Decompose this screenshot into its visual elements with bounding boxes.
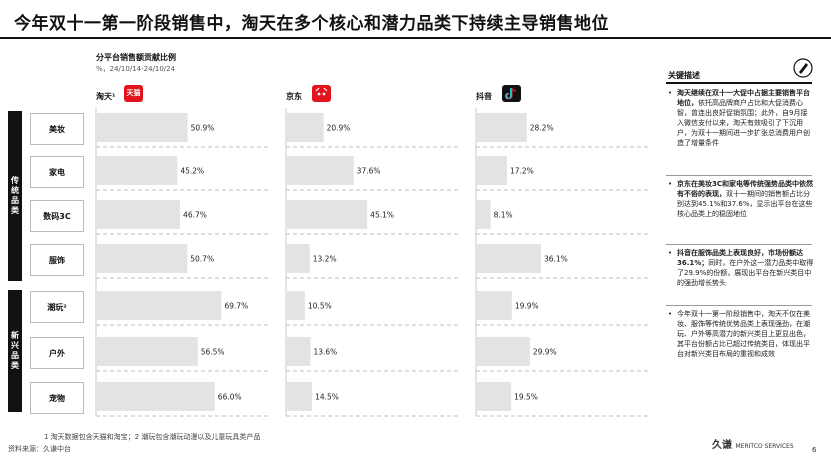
sidebar-title: 关键描述: [668, 71, 700, 80]
data-label: 13.2%: [313, 255, 337, 264]
bar: [476, 200, 491, 229]
data-label: 50.9%: [191, 124, 215, 133]
footnote: 1 淘天数据包含天猫和淘宝；2 潮玩包含潮玩动漫以及儿童玩具类产品: [44, 433, 261, 441]
bar: [96, 337, 198, 366]
brand-logo: 久谦 MERITCO SERVICES: [712, 440, 794, 451]
source-note: 资料来源：久谦中台: [8, 445, 71, 453]
bar: [286, 382, 313, 411]
bar: [96, 382, 215, 411]
chart-subtitle: 分平台销售额贡献比例: [96, 53, 176, 62]
data-label: 46.7%: [183, 211, 207, 220]
bar: [286, 291, 305, 320]
bar: [96, 200, 181, 229]
category-label: 家电: [30, 156, 84, 188]
pen-icon: [793, 58, 813, 78]
sidebar-separator: [666, 244, 812, 245]
tmall-logo-icon: 天猫: [124, 85, 143, 102]
bar: [286, 156, 354, 185]
chart-subnote: %，24/10/14-24/10/24: [96, 65, 176, 73]
bar: [96, 244, 188, 273]
data-label: 69.7%: [224, 302, 248, 311]
data-label: 13.6%: [313, 348, 337, 357]
platform-label-jd: 京东: [286, 92, 302, 101]
sidebar-bullet: • 抖音在服饰品类上表现良好，市场份额达36.1%；同时，在户外这一潜力品类中取得…: [668, 249, 814, 287]
platform-label-douyin: 抖音: [476, 92, 492, 101]
data-label: 28.2%: [530, 124, 554, 133]
data-label: 37.6%: [357, 167, 381, 176]
data-label: 14.5%: [315, 393, 339, 402]
data-label: 45.1%: [370, 211, 394, 220]
bar: [286, 113, 324, 142]
category-label: 宠物: [30, 382, 84, 414]
bar: [476, 113, 527, 142]
data-label: 8.1%: [494, 211, 513, 220]
category-label: 户外: [30, 337, 84, 369]
data-label: 17.2%: [510, 167, 534, 176]
title-rule: [0, 37, 831, 39]
sidebar-separator: [666, 175, 812, 176]
platform-label-taotian: 淘天¹: [96, 92, 116, 101]
bar: [476, 156, 507, 185]
sidebar-rule: [666, 82, 812, 84]
category-label: 服饰: [30, 244, 84, 276]
bar: [96, 113, 188, 142]
jd-logo-icon: [312, 85, 331, 102]
douyin-logo-icon: [502, 85, 521, 102]
data-label: 56.5%: [201, 348, 225, 357]
sidebar-bullet: • 京东在美妆3C和家电等传统强势品类中依然有不俗的表现，双十一期间的销售额占比分…: [668, 180, 814, 218]
sidebar-bullet: • 今年双十一第一阶段销售中，淘天不仅在美妆、服饰等传统优势品类上表现强劲，在潮玩…: [668, 310, 810, 358]
data-label: 29.9%: [533, 348, 557, 357]
category-label: 潮玩²: [30, 291, 84, 323]
sidebar-bullet: • 淘天继续在双十一大促中占据主要销售平台地位，依托高品牌商户占比和大促消费心智，…: [668, 89, 810, 147]
bar: [286, 244, 310, 273]
category-label: 美妆: [30, 113, 84, 145]
data-label: 19.9%: [515, 302, 539, 311]
bar: [476, 244, 541, 273]
data-label: 45.2%: [180, 167, 204, 176]
data-label: 66.0%: [218, 393, 242, 402]
data-label: 19.5%: [514, 393, 538, 402]
category-label: 数码3C: [30, 200, 84, 232]
data-label: 10.5%: [308, 302, 332, 311]
bar: [286, 337, 311, 366]
data-label: 20.9%: [327, 124, 351, 133]
sidebar-separator: [666, 305, 812, 306]
page-title: 今年双十一第一阶段销售中，淘天在多个核心和潜力品类下持续主导销售地位: [14, 14, 609, 34]
bar: [286, 200, 368, 229]
page-number: 6: [812, 446, 817, 454]
group-traditional: 传统品类: [8, 111, 22, 281]
bar: [96, 156, 178, 185]
data-label: 36.1%: [544, 255, 568, 264]
data-label: 50.7%: [190, 255, 214, 264]
bar: [476, 337, 530, 366]
bar: [96, 291, 222, 320]
bar: [476, 291, 512, 320]
bar: [476, 382, 512, 411]
group-emerging: 新兴品类: [8, 290, 22, 412]
